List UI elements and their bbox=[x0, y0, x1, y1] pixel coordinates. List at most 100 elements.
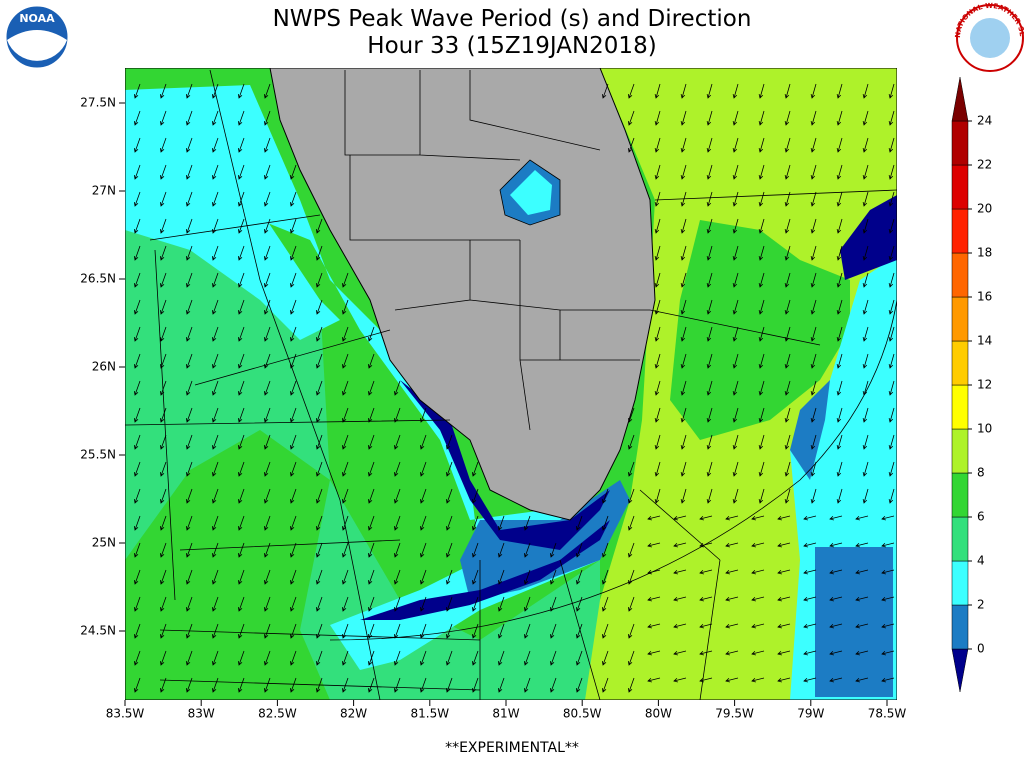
wave-arrow bbox=[237, 434, 245, 450]
wave-arrow bbox=[315, 407, 323, 423]
wave-arrow bbox=[133, 245, 141, 261]
wave-arrow bbox=[836, 299, 843, 315]
wave-arrow bbox=[315, 623, 323, 639]
footer: **EXPERIMENTAL** bbox=[445, 740, 579, 756]
wave-arrow bbox=[888, 326, 895, 342]
wave-arrow bbox=[237, 515, 245, 531]
colorbar-label: 10 bbox=[977, 422, 992, 436]
colorbar-over bbox=[951, 76, 969, 122]
wave-arrow bbox=[654, 299, 661, 315]
wave-arrow bbox=[758, 191, 765, 207]
wave-arrow bbox=[810, 380, 817, 396]
wave-arrow bbox=[758, 380, 765, 396]
wave-arrow bbox=[159, 488, 167, 504]
wave-arrow bbox=[211, 191, 219, 207]
wave-arrow bbox=[289, 515, 297, 531]
wave-arrow bbox=[810, 488, 817, 504]
wave-arrow bbox=[523, 569, 531, 585]
wave-arrow bbox=[627, 110, 635, 126]
wave-arrow bbox=[888, 110, 895, 126]
wave-arrow bbox=[575, 515, 583, 531]
wave-arrow bbox=[159, 650, 167, 666]
wave-arrow bbox=[289, 569, 297, 585]
wave-arrow bbox=[862, 245, 869, 261]
wave-arrow bbox=[699, 650, 713, 656]
wave-arrow bbox=[836, 326, 843, 342]
wave-arrow bbox=[419, 650, 427, 666]
wave-arrow bbox=[237, 326, 245, 342]
wave-arrow bbox=[419, 488, 427, 504]
wave-arrow bbox=[237, 407, 245, 423]
wave-arrow bbox=[758, 245, 765, 261]
wave-arrow bbox=[862, 164, 869, 180]
wave-arrow bbox=[237, 542, 245, 558]
wave-arrow bbox=[862, 272, 869, 288]
wave-arrow bbox=[732, 353, 739, 369]
wave-arrow bbox=[706, 299, 713, 315]
wave-arrow bbox=[289, 299, 297, 315]
wave-arrow bbox=[497, 542, 505, 558]
wave-arrow bbox=[803, 596, 817, 602]
wave-arrow bbox=[784, 488, 791, 504]
wave-arrow bbox=[237, 218, 245, 234]
wave-arrow bbox=[627, 83, 635, 99]
wave-arrow bbox=[654, 461, 661, 477]
wave-arrow bbox=[680, 164, 687, 180]
wave-arrow bbox=[627, 677, 635, 693]
wave-arrow bbox=[829, 569, 843, 575]
colorbar-label: 16 bbox=[977, 290, 992, 304]
wave-arrow bbox=[627, 407, 635, 423]
wave-arrow bbox=[263, 407, 271, 423]
wave-arrow bbox=[836, 461, 843, 477]
wave-arrow bbox=[836, 218, 843, 234]
lon-label: 81W bbox=[492, 707, 519, 721]
wave-arrow bbox=[315, 677, 323, 693]
wave-arrow bbox=[673, 623, 687, 629]
wave-arrow bbox=[881, 515, 895, 521]
wave-arrow bbox=[471, 596, 479, 612]
wave-arrow bbox=[133, 164, 141, 180]
wave-arrow bbox=[784, 245, 791, 261]
colorbar-band bbox=[951, 472, 969, 518]
wave-arrow bbox=[315, 542, 323, 558]
wave-arrow bbox=[211, 569, 219, 585]
wave-arrow bbox=[185, 623, 193, 639]
wave-arrow bbox=[393, 650, 401, 666]
wave-arrow bbox=[211, 353, 219, 369]
wave-arrow bbox=[680, 110, 687, 126]
wave-arrow bbox=[289, 380, 297, 396]
wave-arrow bbox=[263, 353, 271, 369]
wave-arrow bbox=[211, 623, 219, 639]
wave-arrow bbox=[810, 218, 817, 234]
wave-arrow bbox=[706, 326, 713, 342]
wave-arrow bbox=[133, 353, 141, 369]
wave-arrow bbox=[159, 434, 167, 450]
wave-arrow bbox=[471, 515, 479, 531]
wave-arrow bbox=[367, 515, 375, 531]
wave-arrow bbox=[315, 272, 323, 288]
wave-arrow bbox=[133, 488, 141, 504]
colorbar-band bbox=[951, 296, 969, 342]
wave-arrow bbox=[211, 650, 219, 666]
wave-arrow bbox=[315, 488, 323, 504]
wave-arrow bbox=[471, 623, 479, 639]
wave-arrow bbox=[211, 272, 219, 288]
wave-arrow bbox=[289, 542, 297, 558]
wave-arrow bbox=[341, 542, 349, 558]
wave-arrow bbox=[471, 677, 479, 693]
wave-arrow bbox=[315, 326, 323, 342]
wave-arrow bbox=[185, 191, 193, 207]
wave-arrow bbox=[367, 461, 375, 477]
wave-arrow bbox=[706, 83, 713, 99]
wave-arrow bbox=[237, 164, 245, 180]
wave-arrow bbox=[367, 677, 375, 693]
wave-arrow bbox=[393, 434, 401, 450]
wave-arrow bbox=[263, 245, 271, 261]
wave-arrow bbox=[159, 677, 167, 693]
wave-arrow bbox=[185, 677, 193, 693]
wave-arrow bbox=[289, 434, 297, 450]
wave-arrow bbox=[237, 137, 245, 153]
wave-arrow bbox=[341, 461, 349, 477]
colorbar-band bbox=[951, 604, 969, 650]
wave-arrow bbox=[523, 623, 531, 639]
